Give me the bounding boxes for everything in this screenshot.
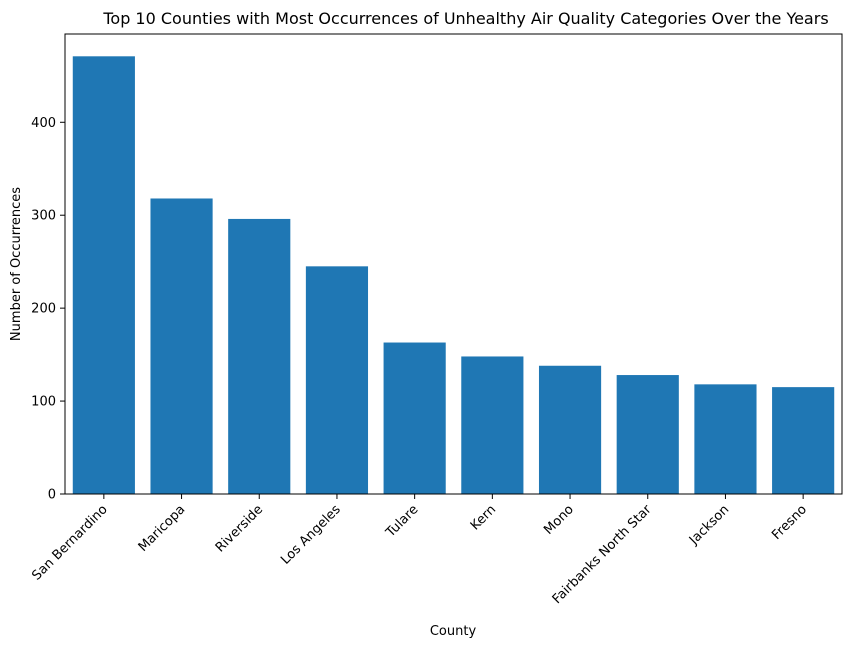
bar-tulare bbox=[383, 342, 446, 494]
bar-fresno bbox=[772, 387, 835, 494]
x-axis: San Bernardino Maricopa Riverside Los Angel… bbox=[29, 494, 810, 607]
x-tick-label: Jackson bbox=[686, 502, 732, 548]
bar-mono bbox=[538, 365, 602, 494]
bar-los-angeles bbox=[305, 266, 369, 494]
x-tick-label: San Bernardino bbox=[29, 502, 110, 583]
y-axis-title: Number of Occurrences bbox=[9, 187, 24, 341]
y-tick-label: 200 bbox=[31, 302, 56, 317]
bars-group bbox=[72, 56, 835, 494]
bar-riverside bbox=[228, 218, 291, 494]
bar-maricopa bbox=[150, 198, 213, 494]
chart-title: Top 10 Counties with Most Occurrences of… bbox=[102, 9, 828, 28]
y-tick-label: 400 bbox=[31, 116, 56, 131]
bar-kern bbox=[461, 356, 524, 494]
y-axis: 0 100 200 300 400 bbox=[31, 116, 65, 503]
x-tick-label: Maricopa bbox=[136, 502, 189, 555]
bar-jackson bbox=[694, 384, 757, 494]
bar-san-bernardino bbox=[72, 56, 135, 494]
x-tick-label: Mono bbox=[541, 502, 577, 538]
plot-frame bbox=[64, 33, 843, 495]
x-tick-label: Riverside bbox=[213, 502, 266, 555]
x-tick-label: Kern bbox=[468, 502, 499, 533]
y-tick-label: 0 bbox=[48, 488, 56, 503]
x-tick-label: Fresno bbox=[769, 502, 810, 543]
bar-fairbanks-north-star bbox=[616, 375, 679, 494]
x-axis-title: County bbox=[430, 624, 477, 639]
x-tick-label: Tulare bbox=[383, 502, 422, 541]
x-tick-label: Los Angeles bbox=[278, 502, 344, 568]
y-tick-label: 100 bbox=[31, 395, 56, 410]
y-tick-label: 300 bbox=[31, 209, 56, 224]
